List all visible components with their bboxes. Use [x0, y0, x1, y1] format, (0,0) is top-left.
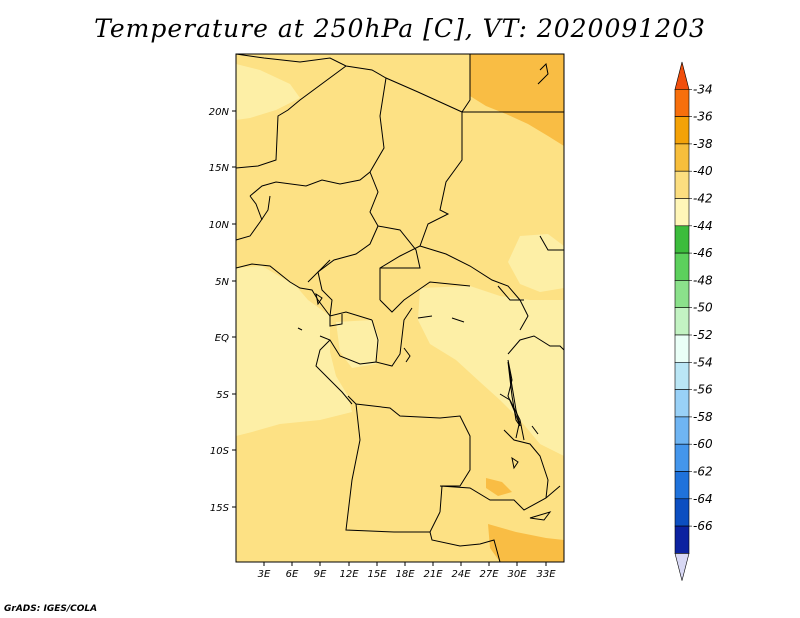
lat-label: 5S [216, 390, 229, 401]
field-light-northeast [508, 234, 564, 292]
colorbar-label: -38 [693, 137, 713, 151]
lat-axis: 20N 15N 10N 5N EQ 5S 10S 15S [209, 107, 236, 514]
colorbar-label: -34 [693, 82, 713, 96]
lon-label: 21E [423, 569, 443, 580]
colorbar-cell [674, 389, 690, 418]
country-borders [235, 53, 565, 563]
colorbar-label: -36 [693, 110, 713, 124]
colorbar-cell [674, 416, 690, 445]
field-light-north [236, 64, 300, 120]
lon-axis: 3E 6E 9E 12E 15E 18E 21E 24E 27E 30E 33E [258, 562, 556, 580]
colorbar-cell [674, 498, 690, 527]
lon-label: 3E [258, 569, 271, 580]
lat-label: EQ [215, 333, 229, 344]
colorbar-cell [674, 143, 690, 172]
colorbar-label: -62 [693, 465, 713, 479]
colorbar-cell [674, 170, 690, 199]
colorbar-cell [674, 252, 690, 281]
field-light-east [418, 286, 564, 456]
lat-label: 15S [210, 503, 230, 514]
colorbar-label: -54 [693, 355, 713, 369]
colorbar-label: -64 [693, 492, 713, 506]
colorbar-label: -50 [693, 301, 713, 315]
colorbar-label: -48 [693, 273, 713, 287]
colorbar-label: -40 [693, 164, 713, 178]
lon-label: 18E [395, 569, 415, 580]
lon-label: 30E [507, 569, 527, 580]
colorbar-cell [674, 334, 690, 363]
colorbar-cell [674, 361, 690, 390]
field-light-center [336, 320, 380, 368]
map-area [236, 54, 564, 562]
colorbar-cell [674, 225, 690, 254]
colorbar-cell [674, 471, 690, 500]
map-frame [235, 53, 565, 563]
lon-label: 24E [451, 569, 471, 580]
colorbar-label: -42 [693, 192, 713, 206]
colorbar-cell [674, 89, 690, 117]
colorbar-label: -58 [693, 410, 713, 424]
lat-label: 5N [215, 277, 229, 288]
lon-label: 33E [536, 569, 556, 580]
lat-label: 10N [209, 220, 230, 231]
colorbar: -34 -36 -38 -40 -42 -44 -46 -48 -50 -52 -54 -56 -58 -… [674, 61, 713, 581]
field-warm-northeast [470, 54, 564, 146]
colorbar-bottom-arrow [674, 553, 690, 581]
field-warm-south [488, 524, 564, 562]
field-warm-southeast [486, 478, 512, 496]
lon-label: 15E [367, 569, 387, 580]
lon-label: 6E [286, 569, 299, 580]
lon-label: 27E [479, 569, 499, 580]
colorbar-label: -56 [693, 383, 713, 397]
colorbar-label: -66 [693, 519, 713, 533]
lat-label: 10S [210, 446, 230, 457]
colorbar-label: -52 [693, 328, 713, 342]
colorbar-label: -46 [693, 246, 713, 260]
colorbar-cell [674, 280, 690, 308]
colorbar-cell [674, 443, 690, 472]
colorbar-cell [674, 525, 690, 554]
coastlines [235, 62, 552, 521]
lat-label: 20N [209, 107, 230, 118]
colorbar-cell [674, 198, 690, 227]
lon-label: 9E [314, 569, 327, 580]
colorbar-label: -44 [693, 219, 713, 233]
colorbar-label: -60 [693, 437, 713, 451]
grads-credit: GrADS: IGES/COLA [4, 604, 98, 614]
chart-title: Temperature at 250hPa [C], VT: 202009120… [94, 14, 706, 43]
colorbar-top-arrow [674, 61, 690, 90]
colorbar-cell [674, 307, 690, 336]
field-light-west [236, 266, 352, 436]
lat-label: 15N [209, 163, 230, 174]
colorbar-cell [674, 116, 690, 145]
lon-label: 12E [339, 569, 359, 580]
